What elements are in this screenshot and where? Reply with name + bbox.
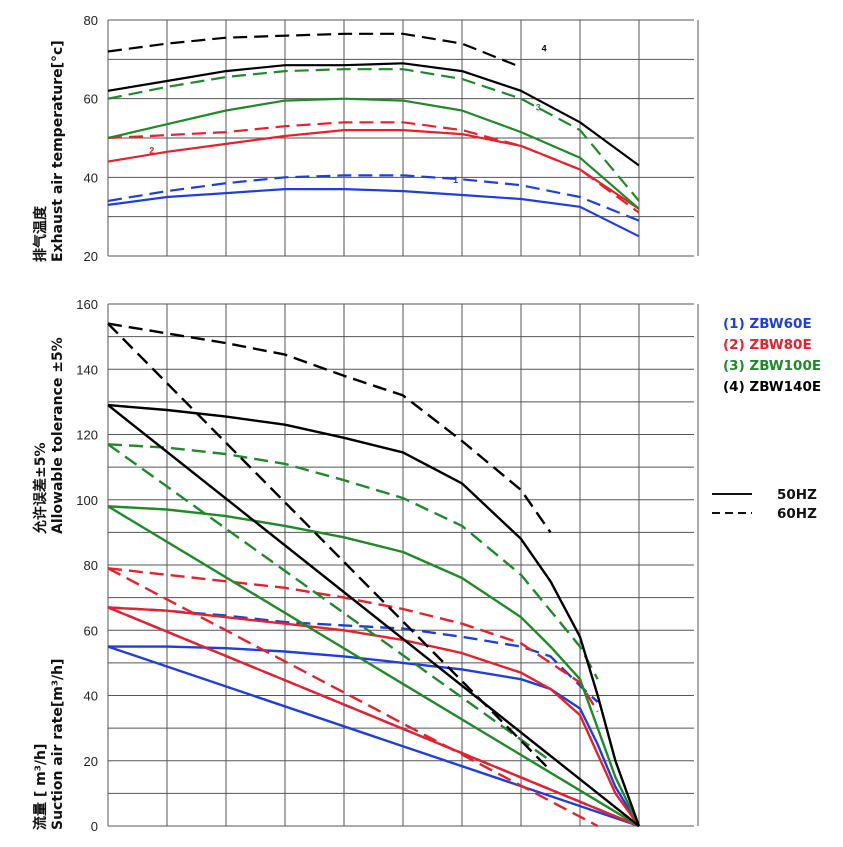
series-zbw100e-60hz — [107, 68, 640, 202]
series-zbw140e-50hz-line — [107, 404, 640, 827]
airflow-ylabel: Suction air rate[m³/h] — [50, 659, 66, 830]
series-zbw80e-50hz — [107, 129, 640, 210]
y-tick-label: 80 — [84, 13, 98, 28]
temperature-y-ticks: 20 40 60 80 — [84, 13, 98, 264]
y-tick-label: 0 — [91, 819, 98, 834]
series-zbw140e-60hz-curve — [107, 322, 552, 534]
airflow-y-ticks: 0 20 40 60 80 100 120 140 160 — [76, 297, 98, 834]
airflow-series — [107, 322, 641, 828]
series-zbw100e-60hz-curve — [107, 443, 599, 680]
series-zbw100e-50hz — [107, 97, 640, 210]
series-zbw60e-60hz-curve — [107, 606, 599, 703]
series-zbw140e-50hz-curve — [107, 403, 641, 827]
series-zbw80e-60hz — [107, 121, 640, 214]
legend-50hz-label: 50HZ — [777, 487, 817, 503]
curve-tag-3: 3 — [536, 102, 541, 112]
series-zbw60e-50hz-line — [107, 645, 640, 828]
series-zbw100e-60hz-line — [107, 443, 552, 762]
legend-item-zbw80e: (2) ZBW80E — [723, 337, 812, 353]
temperature-curve-labels: 1 2 3 4 — [149, 43, 546, 185]
legend-item-zbw140e: (4) ZBW140E — [723, 379, 821, 395]
y-tick-label: 120 — [76, 428, 98, 443]
y-tick-label: 40 — [84, 689, 98, 704]
airflow-grid — [107, 303, 699, 827]
temperature-ylabel-cn: 排气温度 — [32, 205, 49, 262]
temperature-ylabel: Exhaust air temperature[°c] — [50, 40, 66, 262]
legend: (1) ZBW60E (2) ZBW80E (3) ZBW100E (4) ZB… — [712, 316, 821, 522]
y-tick-label: 20 — [84, 754, 98, 769]
series-zbw80e-60hz-curve — [107, 567, 599, 713]
temperature-grid — [107, 19, 699, 257]
series-zbw60e-60hz — [107, 174, 640, 222]
y-tick-label: 160 — [76, 297, 98, 312]
series-zbw80e-50hz-line — [107, 606, 640, 828]
y-tick-label: 140 — [76, 362, 98, 377]
series-zbw140e-60hz — [107, 32, 522, 69]
series-zbw60e-50hz — [107, 188, 640, 238]
y-tick-label: 40 — [84, 170, 98, 185]
y-tick-label: 100 — [76, 493, 98, 508]
curve-tag-4: 4 — [542, 43, 547, 53]
series-zbw80e-50hz-curve — [107, 606, 640, 827]
legend-60hz-label: 60HZ — [777, 506, 817, 522]
series-zbw60e-50hz-curve — [108, 645, 641, 827]
y-tick-label: 80 — [84, 558, 98, 573]
series-zbw80e-60hz-line — [107, 567, 599, 828]
airflow-ylabel-cn: 流量 [ m³/h] — [32, 744, 49, 830]
tolerance-label-cn: 允许误差±5% — [32, 443, 49, 536]
y-tick-label: 60 — [84, 92, 98, 107]
series-zbw100e-50hz-line — [107, 505, 640, 828]
curve-tag-2: 2 — [149, 146, 154, 156]
series-zbw140e-50hz — [107, 62, 640, 167]
y-tick-label: 20 — [84, 249, 98, 264]
curve-tag-1: 1 — [453, 175, 458, 185]
series-zbw100e-50hz-curve — [107, 505, 641, 827]
legend-item-zbw100e: (3) ZBW100E — [723, 358, 821, 374]
legend-item-zbw60e: (1) ZBW60E — [723, 316, 812, 332]
temperature-series — [107, 32, 640, 238]
y-tick-label: 60 — [84, 623, 98, 638]
tolerance-label: Allowable tolerance ±5% — [50, 337, 66, 534]
